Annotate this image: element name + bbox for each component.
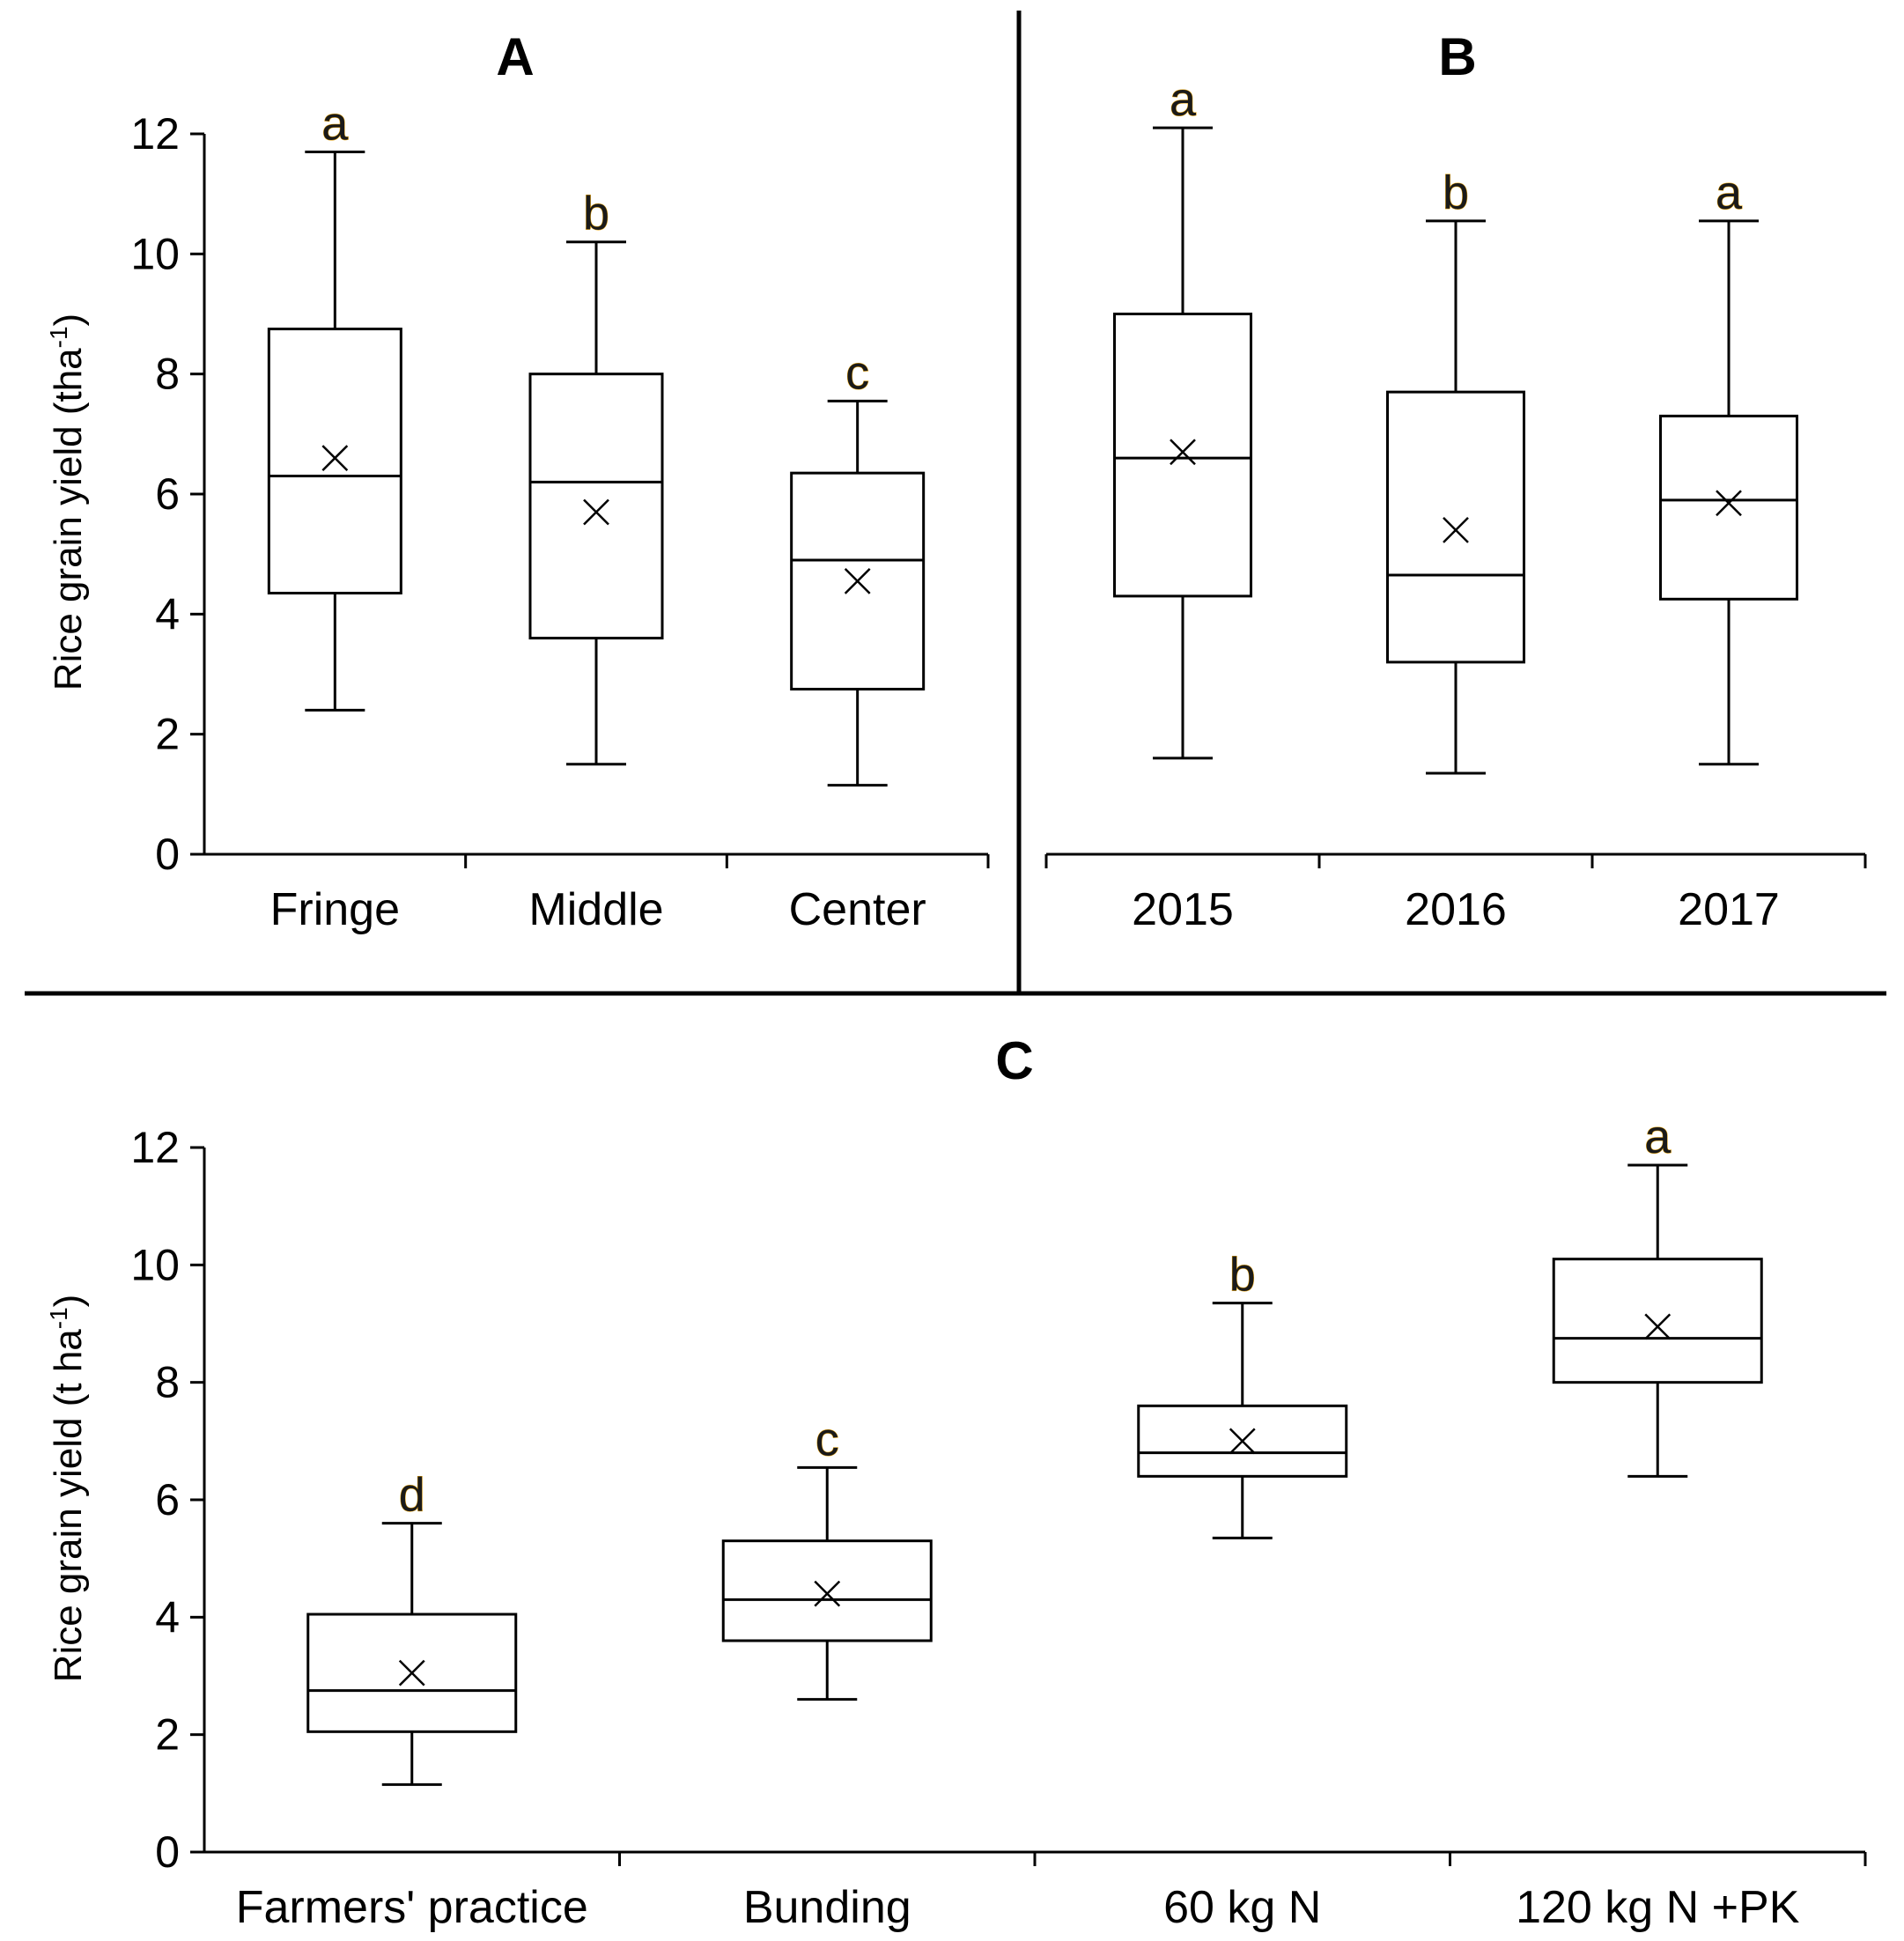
significance-letter: a <box>1170 73 1197 126</box>
significance-letter: a <box>1644 1111 1672 1163</box>
plot-a: 0 2 4 6 8 10 12 a Fringe b Middle c Center <box>130 97 990 935</box>
panel-title-c: C <box>995 1031 1033 1090</box>
x-category-label: Fringe <box>270 884 400 935</box>
mean-marker <box>1170 439 1196 466</box>
box-120-kg-n-pk: a <box>1552 1111 1763 1478</box>
y-tick-label: 6 <box>155 1475 180 1524</box>
y-tick-label: 8 <box>155 350 180 399</box>
box-2017: a <box>1659 166 1798 766</box>
y-tick-label: 6 <box>155 469 180 519</box>
y-tick-label: 12 <box>130 1123 180 1172</box>
iqr-box <box>1552 1258 1763 1384</box>
panel-title-a: A <box>496 27 534 86</box>
box-center: c <box>790 346 926 787</box>
y-tick-label: 0 <box>155 1827 180 1877</box>
y-tick-label: 0 <box>155 830 180 879</box>
box-middle: b <box>528 187 664 766</box>
mean-marker <box>321 445 349 471</box>
mean-marker <box>1229 1428 1256 1455</box>
box-bunding: c <box>721 1413 933 1701</box>
mean-marker <box>583 498 609 526</box>
y-tick-label: 10 <box>130 229 180 278</box>
box-2015: a <box>1113 73 1252 760</box>
box-fringe: a <box>267 97 402 712</box>
x-category-label: Bunding <box>743 1882 911 1933</box>
x-category-label: Center <box>789 884 926 935</box>
iqr-box <box>267 328 402 594</box>
significance-letter: d <box>399 1469 425 1522</box>
iqr-box <box>528 373 664 640</box>
mean-marker <box>844 567 871 594</box>
mean-marker <box>814 1580 841 1607</box>
significance-letter: b <box>1229 1249 1256 1302</box>
significance-letter: c <box>815 1413 839 1465</box>
box-2016: b <box>1386 166 1525 775</box>
x-category-label: 2017 <box>1678 884 1780 935</box>
significance-letter: a <box>321 97 349 150</box>
plot-b: a 2015 b 2016 a 2017 <box>1044 73 1867 935</box>
significance-letter: b <box>583 188 609 240</box>
x-category-label: Farmers' practice <box>236 1882 588 1933</box>
x-category-label: Middle <box>528 884 663 935</box>
box-60-kg-n: b <box>1137 1248 1348 1539</box>
iqr-box <box>1386 390 1525 664</box>
y-axis-title-a: Rice grain yield (tha-1) <box>45 314 90 690</box>
y-axis-title-c: Rice grain yield (t ha-1) <box>45 1295 90 1683</box>
significance-letter: a <box>1716 166 1743 219</box>
significance-letter: c <box>845 346 869 399</box>
iqr-box <box>721 1539 933 1642</box>
y-tick-label: 10 <box>130 1240 180 1289</box>
mean-marker <box>398 1659 425 1686</box>
panel-title-b: B <box>1438 27 1476 86</box>
x-category-label: 60 kg N <box>1163 1882 1321 1933</box>
box-farmers-practice: d <box>306 1468 518 1786</box>
mean-marker <box>1644 1313 1672 1340</box>
y-tick-label: 2 <box>155 1710 180 1760</box>
y-tick-label: 12 <box>130 109 180 159</box>
significance-letter: b <box>1443 166 1469 219</box>
plot-c: 0 2 4 6 8 10 12 d Farmers' practice c Bunding b 60 k… <box>130 1111 1867 1933</box>
x-category-label: 2015 <box>1132 884 1234 935</box>
y-tick-label: 4 <box>155 589 180 638</box>
y-tick-label: 8 <box>155 1358 180 1407</box>
x-category-label: 120 kg N +PK <box>1516 1882 1800 1933</box>
mean-marker <box>1443 517 1469 543</box>
x-category-label: 2016 <box>1405 884 1507 935</box>
iqr-box <box>1659 414 1798 601</box>
y-tick-label: 2 <box>155 710 180 759</box>
mean-marker <box>1716 490 1742 517</box>
iqr-box <box>1113 313 1252 598</box>
y-tick-label: 4 <box>155 1592 180 1642</box>
